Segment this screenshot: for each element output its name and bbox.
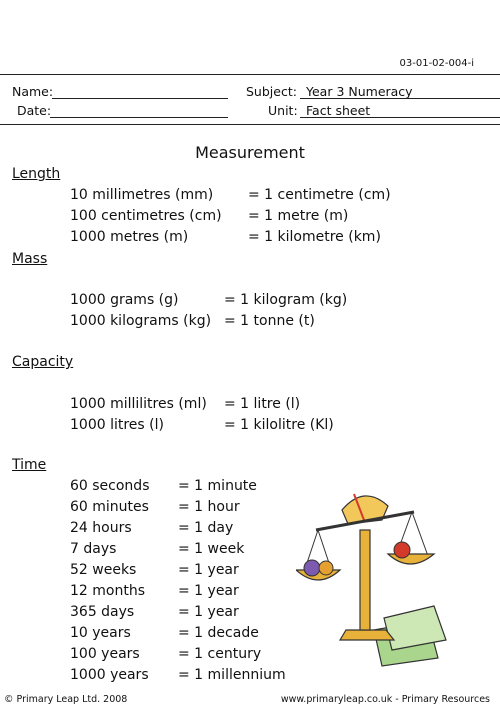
time-row-left: 10 years [70,625,131,641]
apple-icon [393,541,411,559]
subject-field-line [300,98,500,99]
length-row-left: 100 centimetres (cm) [70,208,222,224]
capacity-row-left: 1000 millilitres (ml) [70,396,207,412]
subject-value: Year 3 Numeracy [306,84,413,99]
unit-value: Fact sheet [306,103,371,118]
name-label: Name: [12,84,54,99]
section-heading-mass: Mass [12,251,48,267]
time-row-right: = 1 day [178,520,234,536]
document-code: 03-01-02-004-i [399,58,474,69]
date-field-line[interactable] [50,117,228,118]
mass-row-left: 1000 kilograms (kg) [70,313,212,329]
time-row-right: = 1 week [178,541,245,557]
time-row-left: 52 weeks [70,562,137,578]
time-row-left: 60 minutes [70,499,149,515]
capacity-row-right: = 1 litre (l) [224,396,301,412]
time-row-left: 7 days [70,541,117,557]
orange-icon [318,560,334,576]
time-row-right: = 1 decade [178,625,259,641]
subject-label: Subject: [246,84,297,99]
length-row-left: 10 millimetres (mm) [70,187,214,203]
unit-label: Unit: [268,103,298,118]
length-row-left: 1000 metres (m) [70,229,189,245]
section-heading-length: Length [12,166,61,182]
time-row-right: = 1 year [178,604,239,620]
date-label: Date: [17,103,52,118]
length-row-right: = 1 centimetre (cm) [248,187,391,203]
footer-site: www.primaryleap.co.uk - Primary Resource… [280,694,490,705]
length-row-right: = 1 kilometre (km) [248,229,381,245]
time-row-right: = 1 century [178,646,262,662]
name-field-line[interactable] [52,98,228,99]
time-row-right: = 1 year [178,583,239,599]
capacity-row-right: = 1 kilolitre (Kl) [224,417,334,433]
time-row-right: = 1 millennium [178,667,286,683]
time-row-right: = 1 minute [178,478,257,494]
mass-row-right: = 1 tonne (t) [224,313,315,329]
time-row-left: 1000 years [70,667,149,683]
balance-scale-illustration [296,493,447,667]
mass-row-left: 1000 grams (g) [70,292,179,308]
ball-icon [303,559,321,577]
time-row-right: = 1 hour [178,499,240,515]
mass-row-right: = 1 kilogram (kg) [224,292,348,308]
page-title: Measurement [195,143,305,162]
length-row-right: = 1 metre (m) [248,208,349,224]
time-row-left: 24 hours [70,520,132,536]
time-row-left: 100 years [70,646,140,662]
time-row-left: 12 months [70,583,145,599]
time-row-left: 60 seconds [70,478,150,494]
time-row-right: = 1 year [178,562,239,578]
section-heading-capacity: Capacity [12,354,74,370]
section-heading-time: Time [12,457,47,473]
unit-field-line [300,117,500,118]
footer-copyright: © Primary Leap Ltd. 2008 [4,694,128,705]
header-rule-top [0,74,500,75]
header-rule-bottom [0,124,500,125]
capacity-row-left: 1000 litres (l) [70,417,164,433]
time-row-left: 365 days [70,604,135,620]
